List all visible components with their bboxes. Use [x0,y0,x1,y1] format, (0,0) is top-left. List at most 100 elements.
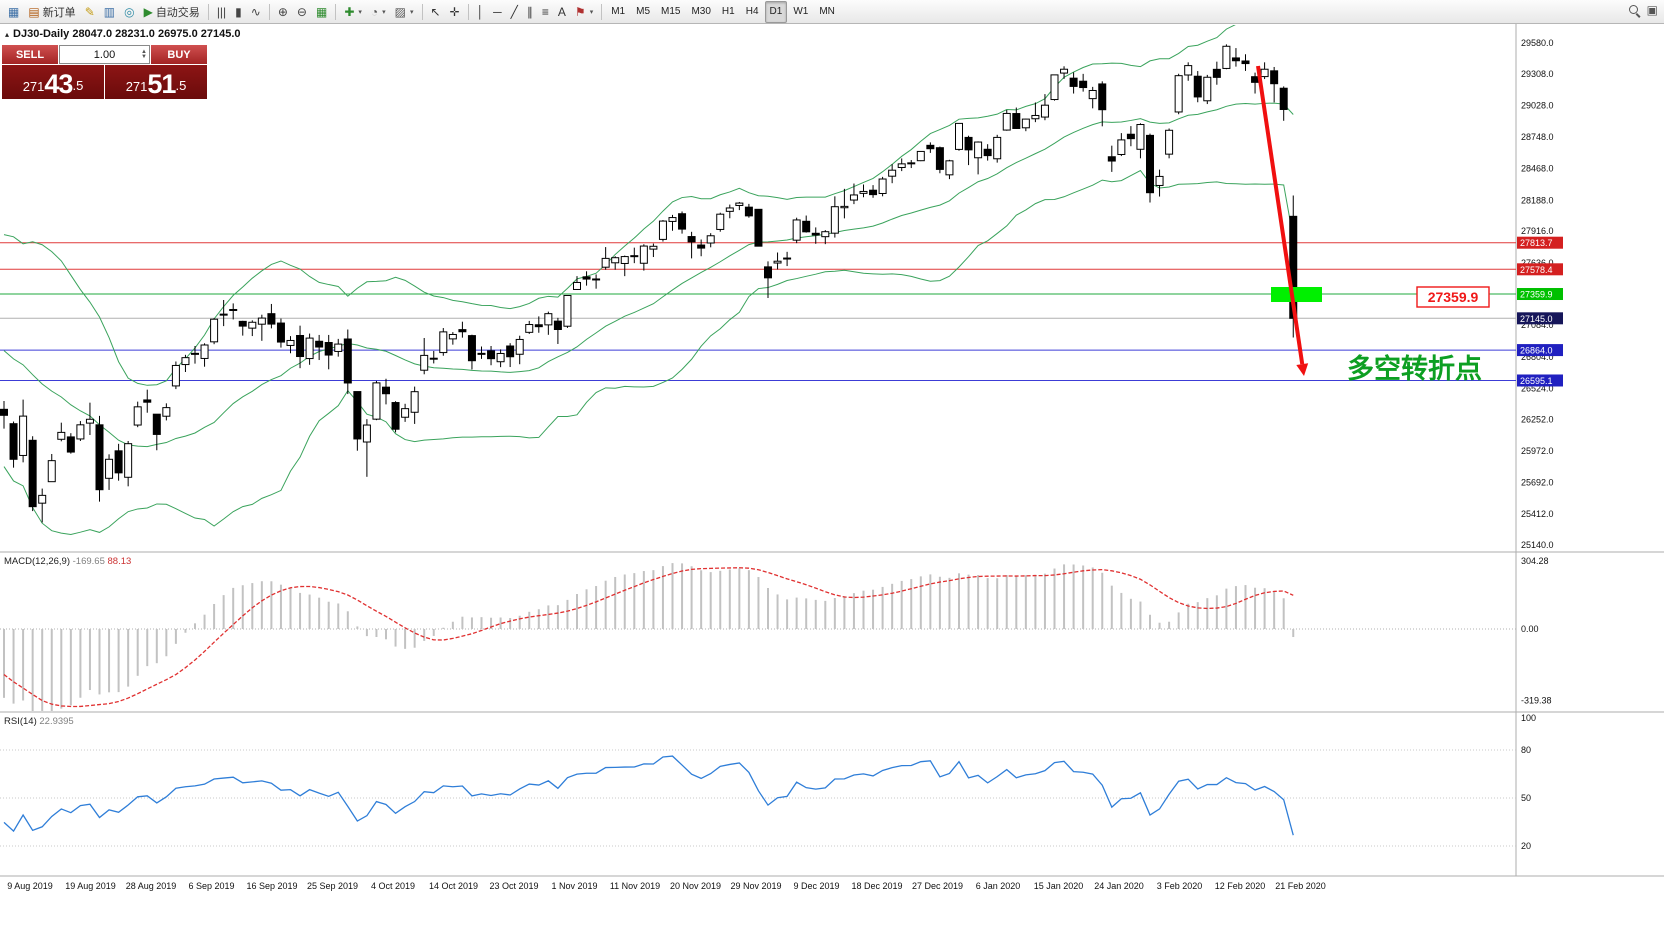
new-order-button[interactable]: ▤ 新订单 [24,1,79,23]
price-axis-label: 27636.0 [1521,258,1554,268]
autotrading-button[interactable]: ▶ 自动交易 [140,1,204,23]
timeframe-M15[interactable]: M15 [661,6,681,17]
zoom-out-icon: ⊖ [296,4,307,19]
main-chart-layer: 27359.9 多空转折点 [0,25,1516,536]
rsi-indicator-label: RSI(14) 22.9395 [4,716,74,727]
sell-price-suffix: .5 [72,78,84,93]
timeframe-MN[interactable]: MN [819,6,835,17]
rsi-axis-label: 80 [1521,745,1531,755]
date-axis-label: 1 Nov 2019 [551,881,597,891]
volume-input[interactable]: 1.00 ▲ ▼ [59,45,150,64]
crosshair-icon[interactable]: ✛ [446,1,464,23]
buy-price-prefix: 271 [125,79,148,94]
price-tag-text: 27578.4 [1520,265,1553,275]
trend-arrow-line[interactable] [1256,65,1305,365]
fibonacci-icon: ≡ [541,4,549,19]
line-chart-type-icon[interactable]: ∿ [247,1,265,23]
periods-icon[interactable]: ◔ ▾ [367,1,390,23]
dropdown-arrow-icon: ▾ [410,8,414,16]
price-tag-text: 26595.1 [1520,376,1553,386]
vertical-line-icon[interactable]: │ [473,1,489,23]
toolbar-separator [421,3,423,20]
indicators-icon: ✚ [344,4,355,19]
new-chart-icon[interactable]: ▦ [4,1,23,23]
sell-price[interactable]: 271 43.5 [2,65,104,99]
text-tool-icon[interactable]: A [554,1,570,23]
macd-axis-label: 304.28 [1521,556,1549,566]
volume-spinner[interactable]: ▲ ▼ [141,48,147,60]
date-axis-label: 23 Oct 2019 [489,881,538,891]
candlestick-type-icon[interactable]: ▮ [231,1,246,23]
date-axis-label: 21 Feb 2020 [1275,881,1326,891]
buy-price[interactable]: 271 51.5 [105,65,207,99]
cursor-icon[interactable]: ↖ [427,1,445,23]
rsi-line [3,755,1294,836]
text-tool-icon: A [557,4,566,19]
sell-price-prefix: 271 [22,79,45,94]
timeframe-D1[interactable]: D1 [764,0,788,23]
date-axis-label: 27 Dec 2019 [912,881,963,891]
price-tag-current-price [1517,312,1563,325]
panel-borders [0,24,1664,877]
rsi-layer [0,749,1516,847]
timeframe-H1[interactable]: H1 [721,6,735,17]
bollinger-upper-band [3,25,1236,386]
timeframe-W1[interactable]: W1 [793,6,809,17]
cursor-icon: ↖ [430,4,441,19]
zoom-out-icon[interactable]: ⊖ [293,1,311,23]
line-chart-type-icon: ∿ [250,4,261,19]
date-axis-label: 9 Dec 2019 [793,881,839,891]
search-icon[interactable] [1627,3,1641,17]
new-chart-icon: ▦ [8,4,20,19]
fibonacci-icon[interactable]: ≡ [538,1,553,23]
timeframe-M30[interactable]: M30 [691,6,711,17]
timeframe-M1[interactable]: M1 [611,6,626,17]
channel-icon[interactable]: ∥ [523,1,537,23]
macd-labels: MACD(12,26,9) -169.65 88.13 304.28 0.00 -31… [4,556,1552,706]
price-tag-support [1517,374,1563,387]
bar-chart-type-icon[interactable]: ||| [213,1,230,23]
timeframe-H4[interactable]: H4 [745,6,759,17]
price-tag-text: 27813.7 [1520,238,1553,248]
navigator-icon[interactable]: ◎ [120,1,138,23]
macd-histogram [3,563,1295,711]
price-callout-box[interactable] [1416,286,1490,308]
new-window-icon[interactable]: ▣ [1646,3,1658,17]
date-axis: 9 Aug 2019 19 Aug 2019 28 Aug 2019 6 Sep 20… [7,881,1326,891]
trendline-icon[interactable]: ╱ [507,1,522,23]
date-axis-label: 20 Nov 2019 [670,881,721,891]
zoom-in-icon[interactable]: ⊕ [274,1,292,23]
toolbar-separator [207,3,209,20]
periods-icon: ◔ [370,4,379,19]
price-axis-label: 26804.0 [1521,352,1554,362]
date-axis-label: 15 Jan 2020 [1034,881,1084,891]
cn-annotation-text[interactable]: 多空转折点 [1347,353,1482,384]
price-tag-support [1517,344,1563,357]
date-axis-label: 29 Nov 2019 [730,881,781,891]
horizontal-line-icon[interactable]: ─ [489,1,506,23]
navigator-icon: ◎ [124,4,135,19]
buy-button[interactable]: BUY [151,45,207,64]
price-tag-text: 27359.9 [1520,290,1553,300]
sell-button[interactable]: SELL [2,45,58,64]
price-axis-label: 28188.0 [1521,195,1554,205]
indicators-icon[interactable]: ✚ ▾ [340,1,366,23]
bollinger-lower-band [3,169,1294,536]
metaeditor-icon[interactable]: ✎ [81,1,99,23]
trendline-icon: ╱ [510,4,518,19]
macd-indicator-label: MACD(12,26,9) -169.65 88.13 [4,556,131,567]
tile-windows-icon[interactable]: ▦ [312,1,331,23]
templates-icon[interactable]: ▨ ▾ [391,1,418,23]
arrows-tool-icon[interactable]: ⚑ ▾ [571,1,597,23]
trend-arrow-head [1296,363,1309,376]
highlight-rectangle[interactable] [1271,287,1322,302]
chart-title-text: DJ30-Daily 28047.0 28231.0 26975.0 27145… [13,28,241,40]
dropdown-arrow-icon: ▾ [358,8,362,16]
vertical-line-icon: │ [476,4,485,19]
timeframe-M5[interactable]: M5 [636,6,651,17]
bollinger-middle-band [3,102,1294,448]
date-axis-label: 11 Nov 2019 [610,881,660,891]
market-watch-icon[interactable]: ▥ [100,1,119,23]
